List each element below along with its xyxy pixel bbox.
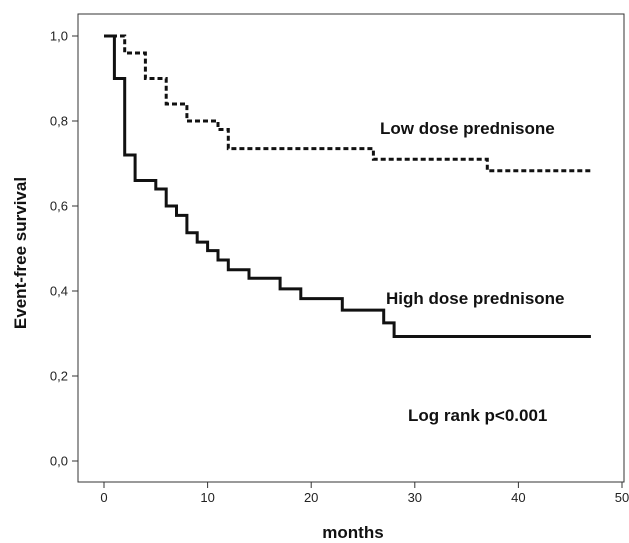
annotation-log-rank: Log rank p<0.001 [408,406,547,425]
annotation-low-dose: Low dose prednisone [380,119,555,138]
x-axis-ticks: 0 10 20 30 40 50 [100,482,629,505]
series-line-low-dose-prednisone [104,34,591,173]
y-axis-title: Event-free survival [11,177,30,329]
y-tick-label: 0,4 [50,284,68,299]
x-axis-title: months [322,523,383,542]
x-tick-label: 20 [304,490,318,505]
annotation-high-dose: High dose prednisone [386,289,565,308]
series-layer [104,34,591,338]
x-tick-label: 0 [100,490,107,505]
series-line-high-dose-prednisone [104,34,591,338]
x-tick-label: 10 [200,490,214,505]
x-tick-label: 40 [511,490,525,505]
y-axis-ticks: 0,0 0,2 0,4 0,6 0,8 1,0 [50,29,78,469]
y-tick-label: 0,0 [50,454,68,469]
plot-area [77,13,625,483]
x-tick-label: 30 [408,490,422,505]
y-tick-label: 0,8 [50,114,68,129]
y-tick-label: 1,0 [50,29,68,44]
y-tick-label: 0,2 [50,369,68,384]
plot-frame [77,13,625,483]
x-tick-label: 50 [615,490,629,505]
y-tick-label: 0,6 [50,199,68,214]
